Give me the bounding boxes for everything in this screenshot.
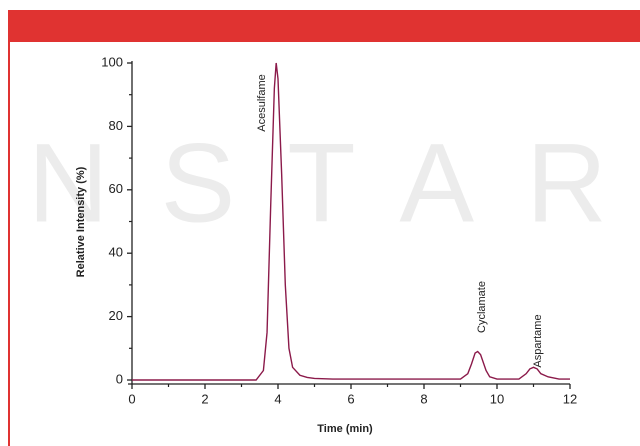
left-border — [8, 42, 10, 446]
y-tick-label: 80 — [109, 118, 123, 133]
x-tick-label: 8 — [420, 391, 427, 406]
y-tick-label: 60 — [109, 181, 123, 196]
x-tick-label: 4 — [274, 391, 281, 406]
peak-label: Acesulfame — [256, 74, 268, 131]
x-tick-label: 6 — [347, 391, 354, 406]
peak-label: Aspartame — [532, 314, 544, 367]
y-axis-title: Relative Intensity (%) — [75, 166, 87, 277]
y-tick-label: 20 — [109, 308, 123, 323]
watermark: ANSTAR — [0, 121, 640, 246]
chromatogram-line — [132, 62, 570, 381]
y-tick-label: 40 — [109, 245, 123, 260]
y-tick-label: 0 — [116, 371, 123, 386]
y-tick-label: 100 — [101, 54, 123, 69]
header-bar — [8, 10, 640, 42]
x-tick-label: 2 — [201, 391, 208, 406]
x-tick-label: 12 — [563, 391, 577, 406]
x-axis-title: Time (min) — [317, 423, 373, 435]
x-tick-label: 0 — [128, 391, 135, 406]
x-tick-label: 10 — [490, 391, 504, 406]
peak-label: Cyclamate — [476, 281, 488, 333]
